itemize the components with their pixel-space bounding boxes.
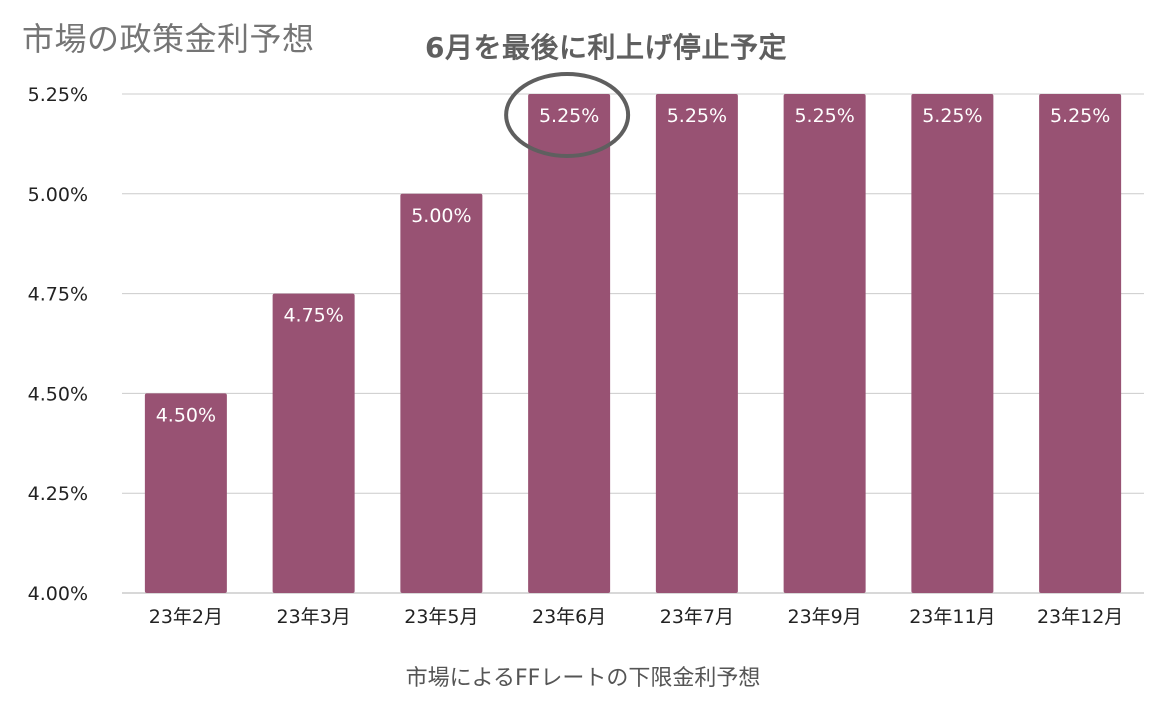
- data-label: 4.75%: [283, 305, 343, 327]
- bar: [400, 193, 483, 594]
- highlight-annotation: [504, 72, 631, 158]
- data-label: 5.00%: [411, 205, 471, 227]
- bar: [144, 393, 227, 593]
- chart-annotation: 6月を最後に利上げ停止予定: [425, 31, 787, 64]
- bar: [1039, 94, 1122, 593]
- x-axis-ticks: 23年2月 23年3月 23年5月 23年6月 23年7月 23年9月 23年11月 23年1…: [149, 606, 1124, 628]
- bars: [144, 94, 1122, 594]
- x-tick-label: 23年11月: [909, 606, 995, 628]
- x-tick-label: 23年7月: [660, 606, 734, 628]
- bar: [272, 293, 355, 593]
- data-label: 5.25%: [539, 105, 599, 127]
- bar: [528, 94, 611, 593]
- data-labels: 4.50% 4.75% 5.00% 5.25% 5.25% 5.25% 5.25% 5.25%: [156, 105, 1111, 426]
- highlight-ellipse: [504, 72, 631, 158]
- y-tick-label: 4.25%: [28, 483, 88, 505]
- y-tick-label: 5.00%: [28, 184, 88, 206]
- data-label: 5.25%: [1050, 105, 1110, 127]
- bar: [655, 94, 738, 593]
- y-tick-label: 4.50%: [28, 383, 88, 405]
- data-label: 5.25%: [922, 105, 982, 127]
- x-tick-label: 23年5月: [404, 606, 478, 628]
- data-label: 5.25%: [667, 105, 727, 127]
- y-tick-label: 4.75%: [28, 284, 88, 306]
- y-tick-label: 5.25%: [28, 84, 88, 106]
- x-tick-label: 23年2月: [149, 606, 223, 628]
- x-tick-label: 23年3月: [276, 606, 350, 628]
- bar: [911, 94, 994, 593]
- x-tick-label: 23年12月: [1037, 606, 1123, 628]
- y-tick-label: 4.00%: [28, 583, 88, 605]
- x-axis-title: 市場によるFFレートの下限金利予想: [405, 666, 761, 691]
- y-axis-ticks: 4.00% 4.25% 4.50% 4.75% 5.00% 5.25%: [28, 84, 88, 605]
- chart-title: 市場の政策金利予想: [22, 20, 315, 58]
- x-tick-label: 23年6月: [532, 606, 606, 628]
- data-label: 4.50%: [156, 404, 216, 426]
- x-tick-label: 23年9月: [787, 606, 861, 628]
- data-label: 5.25%: [794, 105, 854, 127]
- bar: [783, 94, 866, 593]
